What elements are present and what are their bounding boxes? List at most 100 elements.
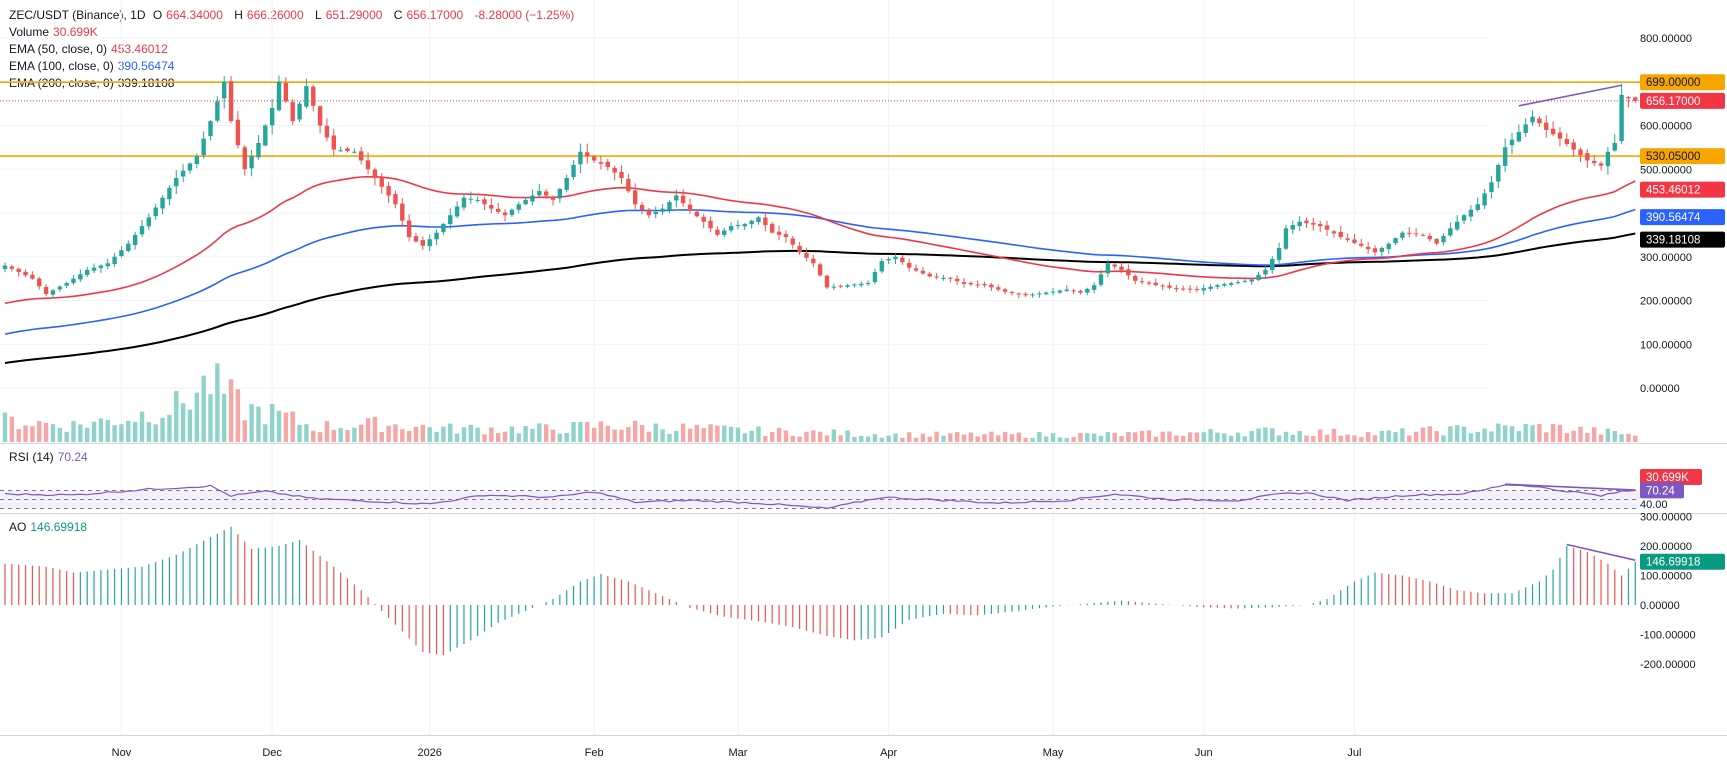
- candle-body: [1434, 238, 1439, 244]
- time-axis[interactable]: Nov Dec 2026 Feb Mar Apr May Jun Jul: [112, 747, 1362, 759]
- volume-bar: [1612, 430, 1617, 442]
- volume-bar: [1338, 435, 1343, 442]
- candle-body: [701, 216, 706, 222]
- volume-bar: [708, 424, 713, 442]
- volume-bar: [43, 422, 49, 442]
- candle-body: [1523, 124, 1528, 133]
- volume-bar: [1523, 423, 1528, 442]
- volume-bar: [948, 433, 953, 442]
- candle-body: [276, 81, 282, 111]
- candle-body: [653, 211, 658, 215]
- legend-ao[interactable]: AO 146.69918: [9, 520, 88, 534]
- volume-bar: [1352, 435, 1357, 442]
- volume-bar: [1091, 433, 1097, 442]
- candle-body: [1105, 263, 1111, 274]
- legend-ema50[interactable]: EMA (50, close, 0) 453.46012: [9, 42, 168, 56]
- volume-bar: [365, 418, 371, 442]
- candle-body: [139, 226, 145, 235]
- candle-body: [359, 151, 364, 161]
- legend-rsi[interactable]: RSI (14) 70.24: [9, 450, 88, 464]
- candle-body: [180, 170, 186, 177]
- volume-bar: [989, 431, 994, 442]
- volume-bar: [865, 436, 871, 442]
- tag-ema200: 339.18108: [1640, 231, 1725, 248]
- volume-bar: [1605, 428, 1611, 442]
- volume-bar: [187, 409, 193, 442]
- candle-body: [222, 81, 227, 99]
- volume-bar: [1064, 437, 1069, 442]
- volume-bar: [1468, 433, 1474, 442]
- price-tick-label: 600.00000: [1640, 121, 1692, 133]
- volume-bar: [934, 431, 939, 442]
- candle-body: [1455, 221, 1460, 230]
- candle-body: [345, 148, 350, 152]
- volume-bar: [653, 423, 658, 442]
- volume-bar: [441, 426, 446, 442]
- volume-bar: [1297, 430, 1302, 442]
- candle-body: [1276, 248, 1282, 260]
- candle-body: [728, 226, 734, 231]
- volume-bar: [1208, 429, 1213, 442]
- candle-body: [153, 207, 158, 217]
- candle-body: [598, 162, 604, 164]
- candle-body: [1413, 233, 1419, 235]
- candle-body: [982, 283, 987, 286]
- volume-bar: [694, 424, 700, 442]
- candle-body: [1352, 239, 1357, 243]
- candle-body: [1537, 118, 1542, 124]
- ao-tick-label: -100.00000: [1640, 630, 1696, 642]
- candle-body: [1002, 289, 1008, 292]
- volume-bar: [413, 426, 419, 442]
- candle-body: [1297, 221, 1302, 227]
- volume-bar: [249, 404, 254, 442]
- tag-ao-label: 146.69918: [1646, 557, 1700, 569]
- volume-bar: [831, 429, 837, 442]
- legend-ema100[interactable]: EMA (100, close, 0) 390.56474: [9, 59, 175, 73]
- volume-bar: [406, 431, 412, 442]
- candle-body: [913, 268, 919, 271]
- candle-body: [91, 267, 97, 271]
- candle-body: [1372, 248, 1378, 253]
- price-axis[interactable]: 800.00000700.00000600.00000500.00000400.…: [1640, 33, 1696, 671]
- price-divergence-line[interactable]: [1518, 84, 1622, 107]
- volume-bar: [1420, 427, 1426, 442]
- volume-bar: [996, 435, 1001, 442]
- candle-body: [1338, 231, 1343, 238]
- volume-bar: [1181, 435, 1186, 442]
- volume-bar: [1009, 434, 1015, 442]
- price-tick-label: 300.00000: [1640, 252, 1692, 264]
- candle-body: [674, 195, 679, 201]
- volume-bar: [838, 435, 843, 442]
- volume-bar: [242, 420, 247, 442]
- volume-bar: [1044, 436, 1049, 442]
- candle-body: [1242, 280, 1248, 282]
- legend-ema200[interactable]: EMA (200, close, 0) 339.18108: [9, 76, 175, 90]
- time-tick-label: Apr: [880, 747, 897, 759]
- candle-body: [722, 230, 727, 235]
- candle-body: [98, 265, 104, 269]
- legend-volume[interactable]: Volume 30.699K: [9, 25, 98, 39]
- candle-body: [1441, 235, 1446, 243]
- candle-body: [249, 156, 254, 169]
- candle-body: [1139, 281, 1145, 283]
- horizontal-levels[interactable]: [0, 81, 1640, 157]
- volume-bar: [105, 419, 110, 442]
- candle-body: [838, 285, 843, 287]
- candle-body: [790, 238, 795, 245]
- candle-body: [194, 156, 199, 165]
- candle-body: [496, 208, 501, 212]
- candle-body: [1160, 285, 1165, 287]
- candle-body: [78, 274, 83, 280]
- candle-body: [132, 234, 138, 246]
- candle-body: [119, 250, 124, 257]
- volume-bar: [132, 421, 138, 442]
- volume-bar: [126, 420, 131, 442]
- volume-bar: [2, 412, 8, 442]
- volume-bar: [1249, 430, 1254, 442]
- candle-body: [1133, 275, 1138, 281]
- candle-body: [1379, 248, 1385, 252]
- volume-bar: [1146, 430, 1152, 442]
- volume-bar: [317, 432, 323, 442]
- volume-bar: [886, 435, 891, 442]
